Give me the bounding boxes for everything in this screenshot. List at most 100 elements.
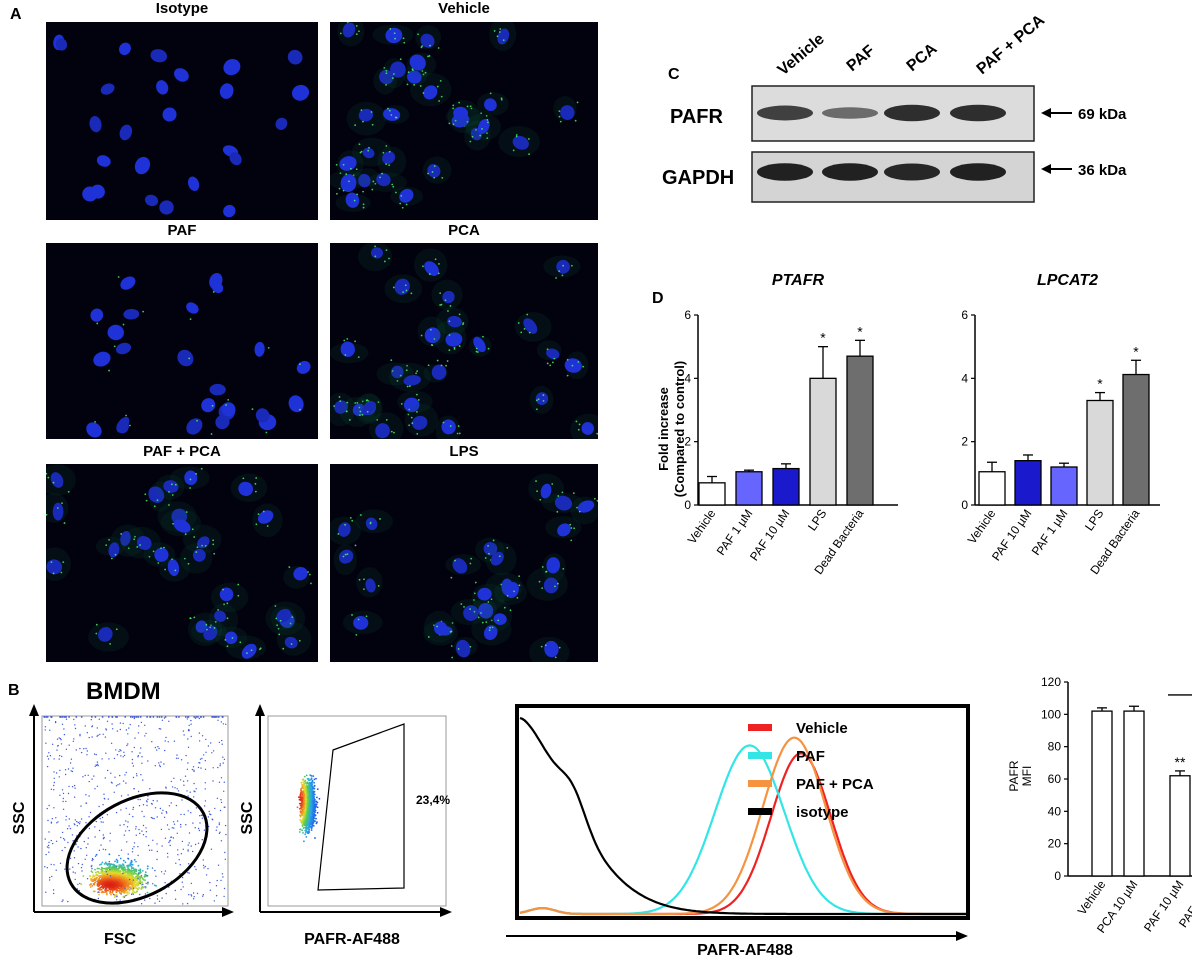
pafr-puncta — [518, 584, 521, 587]
cell-nucleus — [119, 124, 133, 141]
blot-lane-paf: PAF — [844, 42, 879, 75]
pafr-puncta — [537, 398, 540, 401]
cell-nucleus — [254, 341, 265, 357]
cell-nucleus — [453, 106, 469, 120]
pafr-puncta — [542, 394, 545, 396]
pafr-puncta — [447, 310, 449, 312]
pafr-puncta — [168, 504, 170, 506]
pafr-puncta — [392, 185, 395, 188]
pafr-puncta — [481, 621, 484, 624]
pafr-puncta — [342, 163, 345, 166]
pafr-puncta — [489, 626, 491, 629]
pafr-puncta — [558, 270, 561, 273]
pafr-puncta — [52, 481, 55, 484]
pafr-puncta — [367, 149, 370, 152]
cell-nucleus — [163, 480, 179, 493]
cell-nucleus — [186, 418, 203, 435]
pafr-puncta — [475, 347, 478, 350]
cell-nucleus — [375, 423, 390, 439]
scatter-fsc-ssc: SSC FSC — [11, 704, 234, 948]
pafr-puncta — [205, 628, 208, 631]
pafr-puncta — [463, 606, 465, 608]
legend-label: PAF + PCA — [796, 776, 874, 793]
pafr-puncta — [338, 187, 341, 190]
pafr-puncta — [279, 619, 282, 622]
pafr-puncta — [385, 163, 388, 166]
cell-nucleus — [340, 174, 357, 193]
cell-nucleus — [342, 22, 356, 38]
pafr-puncta — [578, 510, 581, 513]
pafr-puncta — [482, 335, 484, 338]
pafr-puncta — [344, 523, 347, 526]
scatter2-xlabel: PAFR-AF488 — [304, 931, 400, 948]
pafr-puncta — [211, 404, 214, 407]
cell-nucleus — [557, 523, 571, 537]
bar-vehicle — [978, 471, 1006, 506]
pafr-puncta — [549, 364, 552, 367]
cell-nucleus — [223, 204, 236, 218]
significance-marker: * — [857, 323, 863, 339]
pafr-puncta — [212, 539, 215, 542]
pafr-puncta — [290, 643, 293, 645]
pafr-puncta — [546, 348, 549, 351]
pafr-puncta — [553, 357, 556, 360]
pafr-puncta — [226, 602, 229, 605]
pafr-puncta — [535, 408, 538, 411]
pafr-puncta — [417, 33, 419, 36]
pafr-puncta — [374, 182, 377, 185]
pafr-puncta — [109, 642, 112, 645]
pafr-puncta — [528, 331, 531, 334]
pafr-puncta — [356, 193, 359, 196]
cell-nucleus — [543, 577, 559, 594]
pafr-puncta — [405, 203, 408, 206]
cell-nucleus — [197, 536, 210, 549]
pafr-puncta — [387, 107, 389, 110]
cell-nucleus — [119, 42, 131, 56]
pafr-puncta — [428, 55, 431, 57]
bar-paf-1-m — [735, 471, 763, 506]
pafr-puncta — [52, 572, 55, 575]
pafr-puncta — [473, 599, 475, 601]
pafr-puncta — [542, 399, 545, 402]
pafr-puncta — [436, 359, 439, 362]
cell-nucleus — [162, 107, 177, 122]
pafr-puncta — [437, 47, 440, 49]
micrograph-vehicle — [330, 22, 598, 220]
pafr-puncta — [358, 30, 360, 33]
pafr-puncta — [470, 107, 473, 110]
pafr-puncta — [433, 165, 436, 168]
cell-nucleus — [535, 392, 549, 405]
pafr-puncta — [402, 37, 405, 40]
legend-label: PAF — [796, 748, 825, 765]
pafr-puncta — [160, 547, 162, 550]
pafr-puncta — [408, 424, 411, 427]
pafr-puncta — [577, 428, 580, 431]
pafr-puncta — [499, 28, 502, 30]
legend-swatch — [748, 752, 772, 759]
cell-nucleus — [288, 395, 304, 413]
cell-nucleus — [255, 408, 270, 423]
pafr-puncta — [577, 361, 580, 363]
pafr-puncta — [487, 347, 490, 350]
significance-marker: ** — [1175, 754, 1186, 770]
pafr-puncta — [515, 135, 518, 138]
pafr-puncta — [492, 539, 495, 542]
pafr-puncta — [205, 623, 208, 626]
pafr-puncta — [212, 291, 215, 293]
cell-nucleus — [187, 176, 200, 192]
pafr-puncta — [448, 334, 451, 336]
pafr-puncta — [448, 320, 451, 323]
pafr-puncta — [450, 645, 453, 647]
pafr-puncta — [385, 419, 388, 421]
pafr-puncta — [593, 497, 596, 500]
cell-nucleus — [365, 517, 378, 531]
pafr-puncta — [488, 552, 490, 555]
pafr-puncta — [195, 472, 198, 475]
pafr-puncta — [477, 616, 480, 619]
pafr-puncta — [382, 151, 385, 154]
pafr-puncta — [393, 32, 396, 35]
pafr-puncta — [95, 623, 98, 626]
blot-row-label-pafr: PAFR — [670, 106, 724, 128]
pafr-puncta — [486, 132, 488, 135]
pafr-puncta — [436, 625, 438, 628]
